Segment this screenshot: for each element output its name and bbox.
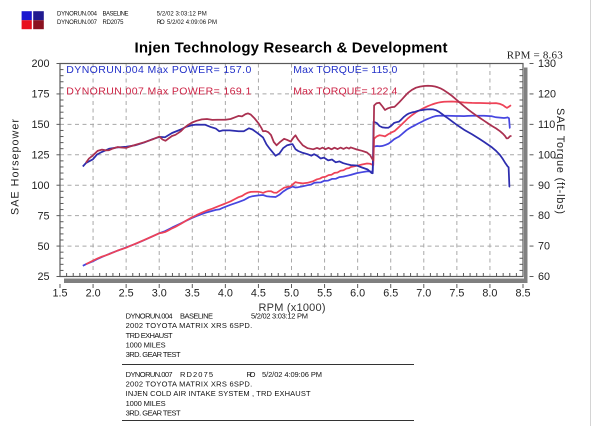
svg-text:70: 70 [538, 241, 550, 253]
svg-text:150: 150 [31, 119, 49, 131]
svg-text:7.5: 7.5 [449, 287, 464, 299]
svg-text:2002 TOYOTA MATRIX XRS 6SPD.: 2002 TOYOTA MATRIX XRS 6SPD. [126, 380, 253, 389]
svg-text:8.5: 8.5 [515, 287, 530, 299]
svg-text:3RD. GEAR TEST: 3RD. GEAR TEST [126, 350, 181, 359]
svg-text:4.5: 4.5 [251, 287, 266, 299]
svg-text:3RD. GEAR TEST: 3RD. GEAR TEST [126, 408, 181, 417]
svg-text:BASELINE: BASELINE [180, 312, 213, 321]
svg-text:50: 50 [37, 241, 49, 253]
svg-text:DYNORUN.007 Max POWER= 169.1: DYNORUN.007 Max POWER= 169.1 [66, 86, 251, 98]
svg-text:3.0: 3.0 [152, 287, 167, 299]
svg-text:INJEN COLD AIR INTAKE SYSTEM ,: INJEN COLD AIR INTAKE SYSTEM , TRD EXHAU… [126, 389, 311, 398]
svg-text:3.5: 3.5 [185, 287, 200, 299]
svg-text:TRD EXHAUST: TRD EXHAUST [126, 331, 173, 340]
svg-text:BASELINE: BASELINE [103, 12, 129, 18]
svg-text:RPM = 8.63: RPM = 8.63 [507, 50, 564, 62]
svg-text:Injen Technology Research & De: Injen Technology Research & Development [135, 40, 448, 57]
svg-text:DYNORUN.007: DYNORUN.007 [57, 20, 98, 26]
svg-text:75: 75 [37, 210, 49, 222]
svg-text:175: 175 [31, 89, 49, 101]
svg-text:RO: RO [247, 370, 256, 379]
svg-text:6.5: 6.5 [383, 287, 398, 299]
svg-text:2.0: 2.0 [86, 287, 101, 299]
svg-text:8.0: 8.0 [482, 287, 497, 299]
svg-text:RPM (x1000): RPM (x1000) [259, 302, 326, 314]
svg-text:RD2075: RD2075 [180, 370, 213, 379]
svg-text:5.0: 5.0 [284, 287, 299, 299]
svg-text:80: 80 [538, 210, 550, 222]
svg-text:7.0: 7.0 [416, 287, 431, 299]
svg-text:130: 130 [538, 58, 556, 70]
svg-text:RO: RO [157, 20, 165, 26]
svg-text:100: 100 [31, 180, 49, 192]
svg-text:200: 200 [31, 58, 49, 70]
svg-text:SAE Horsepower: SAE Horsepower [10, 119, 22, 215]
svg-text:6.0: 6.0 [350, 287, 365, 299]
svg-text:2002 TOYOTA MATRIX XRS 6SPD.: 2002 TOYOTA MATRIX XRS 6SPD. [126, 321, 253, 330]
svg-text:25: 25 [37, 271, 49, 283]
svg-text:5/2/02 3:03:12 PM: 5/2/02 3:03:12 PM [157, 12, 207, 18]
svg-text:1000 MILES: 1000 MILES [126, 399, 166, 408]
svg-text:1.5: 1.5 [52, 287, 67, 299]
svg-text:120: 120 [538, 89, 556, 101]
svg-text:SAE Torque (ft-lbs): SAE Torque (ft-lbs) [554, 108, 566, 214]
svg-text:Max TORQUE= 122.4: Max TORQUE= 122.4 [293, 86, 397, 98]
svg-text:Max TORQUE= 115.0: Max TORQUE= 115.0 [293, 64, 397, 76]
svg-text:DYNORUN.004: DYNORUN.004 [57, 12, 98, 18]
svg-text:1000 MILES: 1000 MILES [126, 340, 166, 349]
svg-text:2.5: 2.5 [119, 287, 134, 299]
svg-text:60: 60 [538, 271, 550, 283]
svg-text:5.5: 5.5 [317, 287, 332, 299]
svg-text:110: 110 [538, 119, 555, 131]
svg-text:90: 90 [538, 180, 550, 192]
svg-text:RD2075: RD2075 [103, 20, 125, 26]
svg-text:4.0: 4.0 [218, 287, 233, 299]
svg-text:DYNORUN.004 Max POWER= 157.0: DYNORUN.004 Max POWER= 157.0 [66, 64, 251, 76]
svg-text:DYNORUN.007: DYNORUN.007 [126, 370, 173, 379]
svg-text:125: 125 [31, 150, 49, 162]
svg-text:5/2/02 3:03:12 PM: 5/2/02 3:03:12 PM [251, 312, 308, 321]
svg-text:5/2/02 4:09:06 PM: 5/2/02 4:09:06 PM [262, 370, 322, 379]
svg-text:5/2/02 4:09:06 PM: 5/2/02 4:09:06 PM [167, 20, 217, 26]
svg-text:100: 100 [538, 149, 556, 161]
svg-text:DYNORUN.004: DYNORUN.004 [126, 312, 173, 321]
